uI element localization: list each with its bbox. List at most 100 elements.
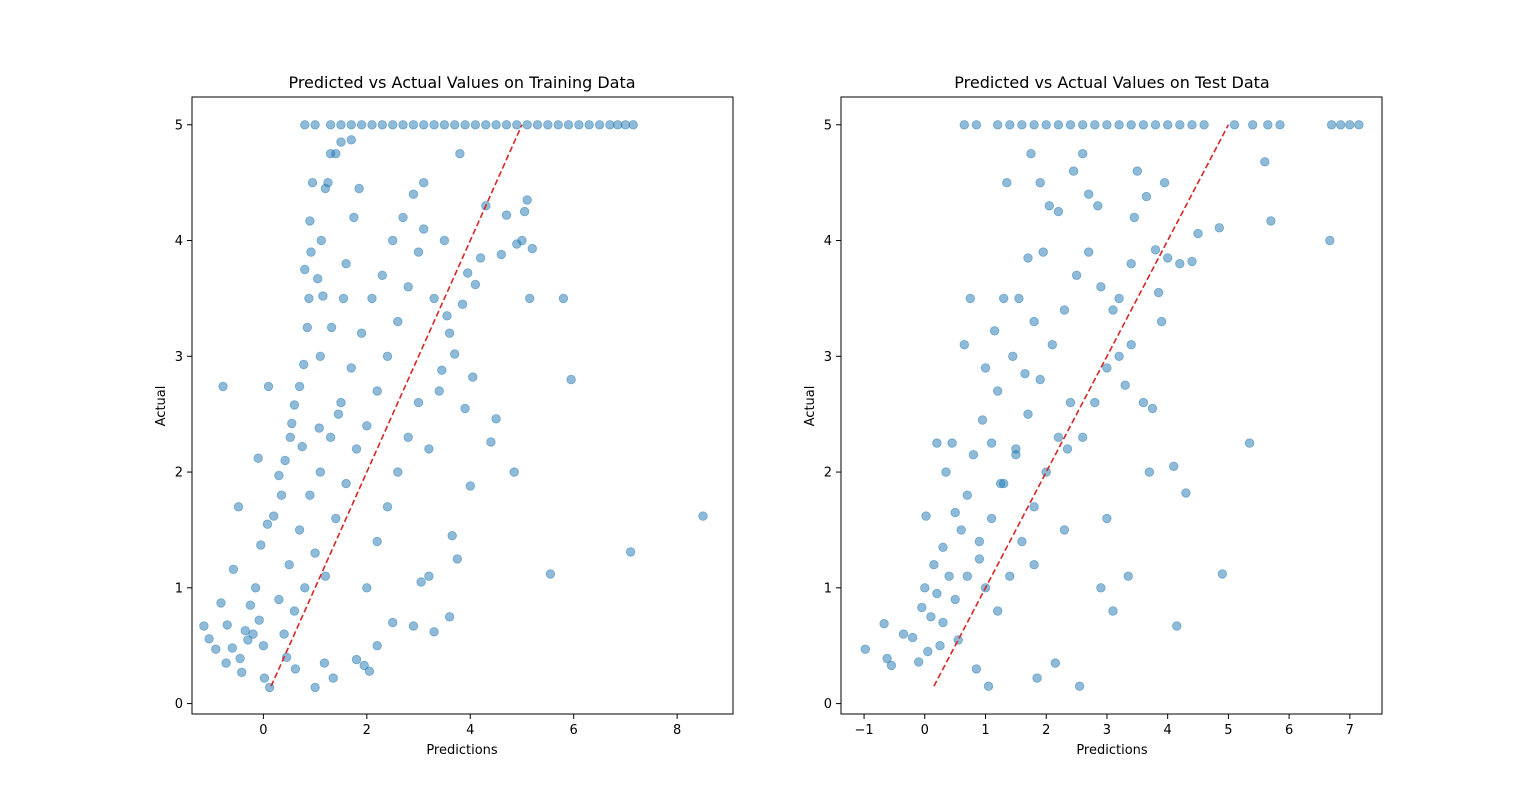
scatter-point (512, 120, 522, 130)
scatter-point (947, 438, 957, 448)
scatter-point (434, 386, 444, 396)
scatter-point (1123, 571, 1133, 581)
scatter-point (318, 291, 328, 301)
scatter-point (1214, 223, 1225, 233)
scatter-point (1144, 467, 1155, 477)
scatter-point (1096, 583, 1106, 593)
scatter-point (331, 513, 341, 524)
scatter-point (1050, 658, 1061, 668)
scatter-point (429, 293, 439, 304)
scatter-point (1263, 120, 1273, 130)
scatter-point (1114, 351, 1124, 362)
y-tick-label: 3 (175, 350, 183, 365)
x-tick-label: 0 (921, 723, 929, 738)
scatter-point (377, 270, 388, 281)
scatter-point (1172, 621, 1182, 631)
scatter-point (307, 177, 318, 188)
scatter-point (1199, 120, 1209, 130)
scatter-point (1126, 120, 1136, 130)
scatter-point (879, 619, 889, 629)
scatter-point (993, 606, 1003, 616)
scatter-point (1053, 120, 1064, 130)
scatter-point (382, 502, 393, 512)
scatter-point (248, 629, 258, 639)
scatter-point (977, 415, 988, 425)
scatter-point (333, 409, 344, 419)
scatter-point (1093, 201, 1103, 211)
scatter-point (1035, 374, 1045, 385)
x-tick-label: 6 (1285, 723, 1293, 738)
scatter-point (382, 351, 393, 362)
scatter-point (545, 569, 556, 579)
scatter-point (980, 363, 991, 373)
training-plot: Predicted vs Actual Values on Training D… (154, 73, 734, 758)
scatter-point (294, 525, 305, 535)
scatter-point (452, 554, 463, 564)
training-axes-frame (191, 96, 734, 715)
scatter-point (527, 243, 538, 254)
scatter-point (956, 525, 966, 535)
scatter-point (1090, 120, 1100, 130)
test-y-axis-label: Actual (803, 386, 818, 427)
scatter-point (491, 120, 501, 130)
scatter-point (310, 682, 320, 693)
scatter-point (1132, 166, 1143, 176)
scatter-point (253, 453, 263, 463)
scatter-point (328, 673, 338, 683)
y-tick-label: 1 (824, 581, 832, 596)
scatter-point (359, 660, 369, 671)
scatter-point (522, 120, 532, 130)
scatter-point (1053, 432, 1064, 443)
scatter-point (986, 513, 997, 524)
y-tick-label: 4 (824, 234, 832, 249)
scatter-point (574, 120, 584, 130)
x-tick-label: 8 (673, 723, 681, 738)
scatter-point (501, 210, 512, 220)
scatter-point (468, 372, 478, 382)
scatter-point (320, 571, 331, 581)
scatter-point (346, 135, 357, 145)
scatter-point (620, 120, 631, 130)
scatter-point (457, 299, 468, 309)
training-plot-title: Predicted vs Actual Values on Training D… (288, 73, 635, 92)
scatter-point (1023, 409, 1033, 419)
scatter-point (408, 621, 419, 631)
x-tick-label: 0 (259, 723, 267, 738)
scatter-point (305, 216, 315, 226)
scatter-point (262, 519, 273, 529)
scatter-point (1138, 120, 1149, 130)
scatter-point (917, 602, 927, 613)
scatter-point (1325, 235, 1335, 246)
y-tick-label: 0 (175, 697, 183, 712)
scatter-point (297, 441, 307, 452)
scatter-point (1029, 316, 1039, 327)
scatter-point (326, 322, 337, 333)
scatter-point (1059, 525, 1070, 535)
scatter-point (424, 571, 434, 581)
scatter-point (1041, 467, 1051, 477)
scatter-point (287, 418, 297, 429)
scatter-point (419, 224, 429, 234)
scatter-point (233, 502, 244, 512)
scatter-point (388, 235, 398, 246)
scatter-point (460, 120, 470, 130)
test-reference-line (933, 124, 1230, 687)
scatter-point (413, 247, 424, 257)
scatter-point (408, 189, 419, 199)
x-tick-label: 2 (1042, 723, 1050, 738)
scatter-point (938, 617, 948, 628)
scatter-point (558, 293, 569, 304)
scatter-point (285, 432, 296, 443)
scatter-point (362, 583, 372, 593)
scatter-point (907, 632, 918, 643)
scatter-point (1175, 259, 1185, 269)
scatter-point (932, 438, 942, 448)
scatter-point (1029, 502, 1039, 512)
scatter-point (1047, 340, 1058, 350)
scatter-point (914, 657, 924, 667)
scatter-point (962, 490, 973, 500)
scatter-point (1168, 461, 1179, 472)
scatter-point (250, 583, 261, 593)
scatter-point (354, 183, 364, 194)
scatter-point (346, 120, 357, 130)
